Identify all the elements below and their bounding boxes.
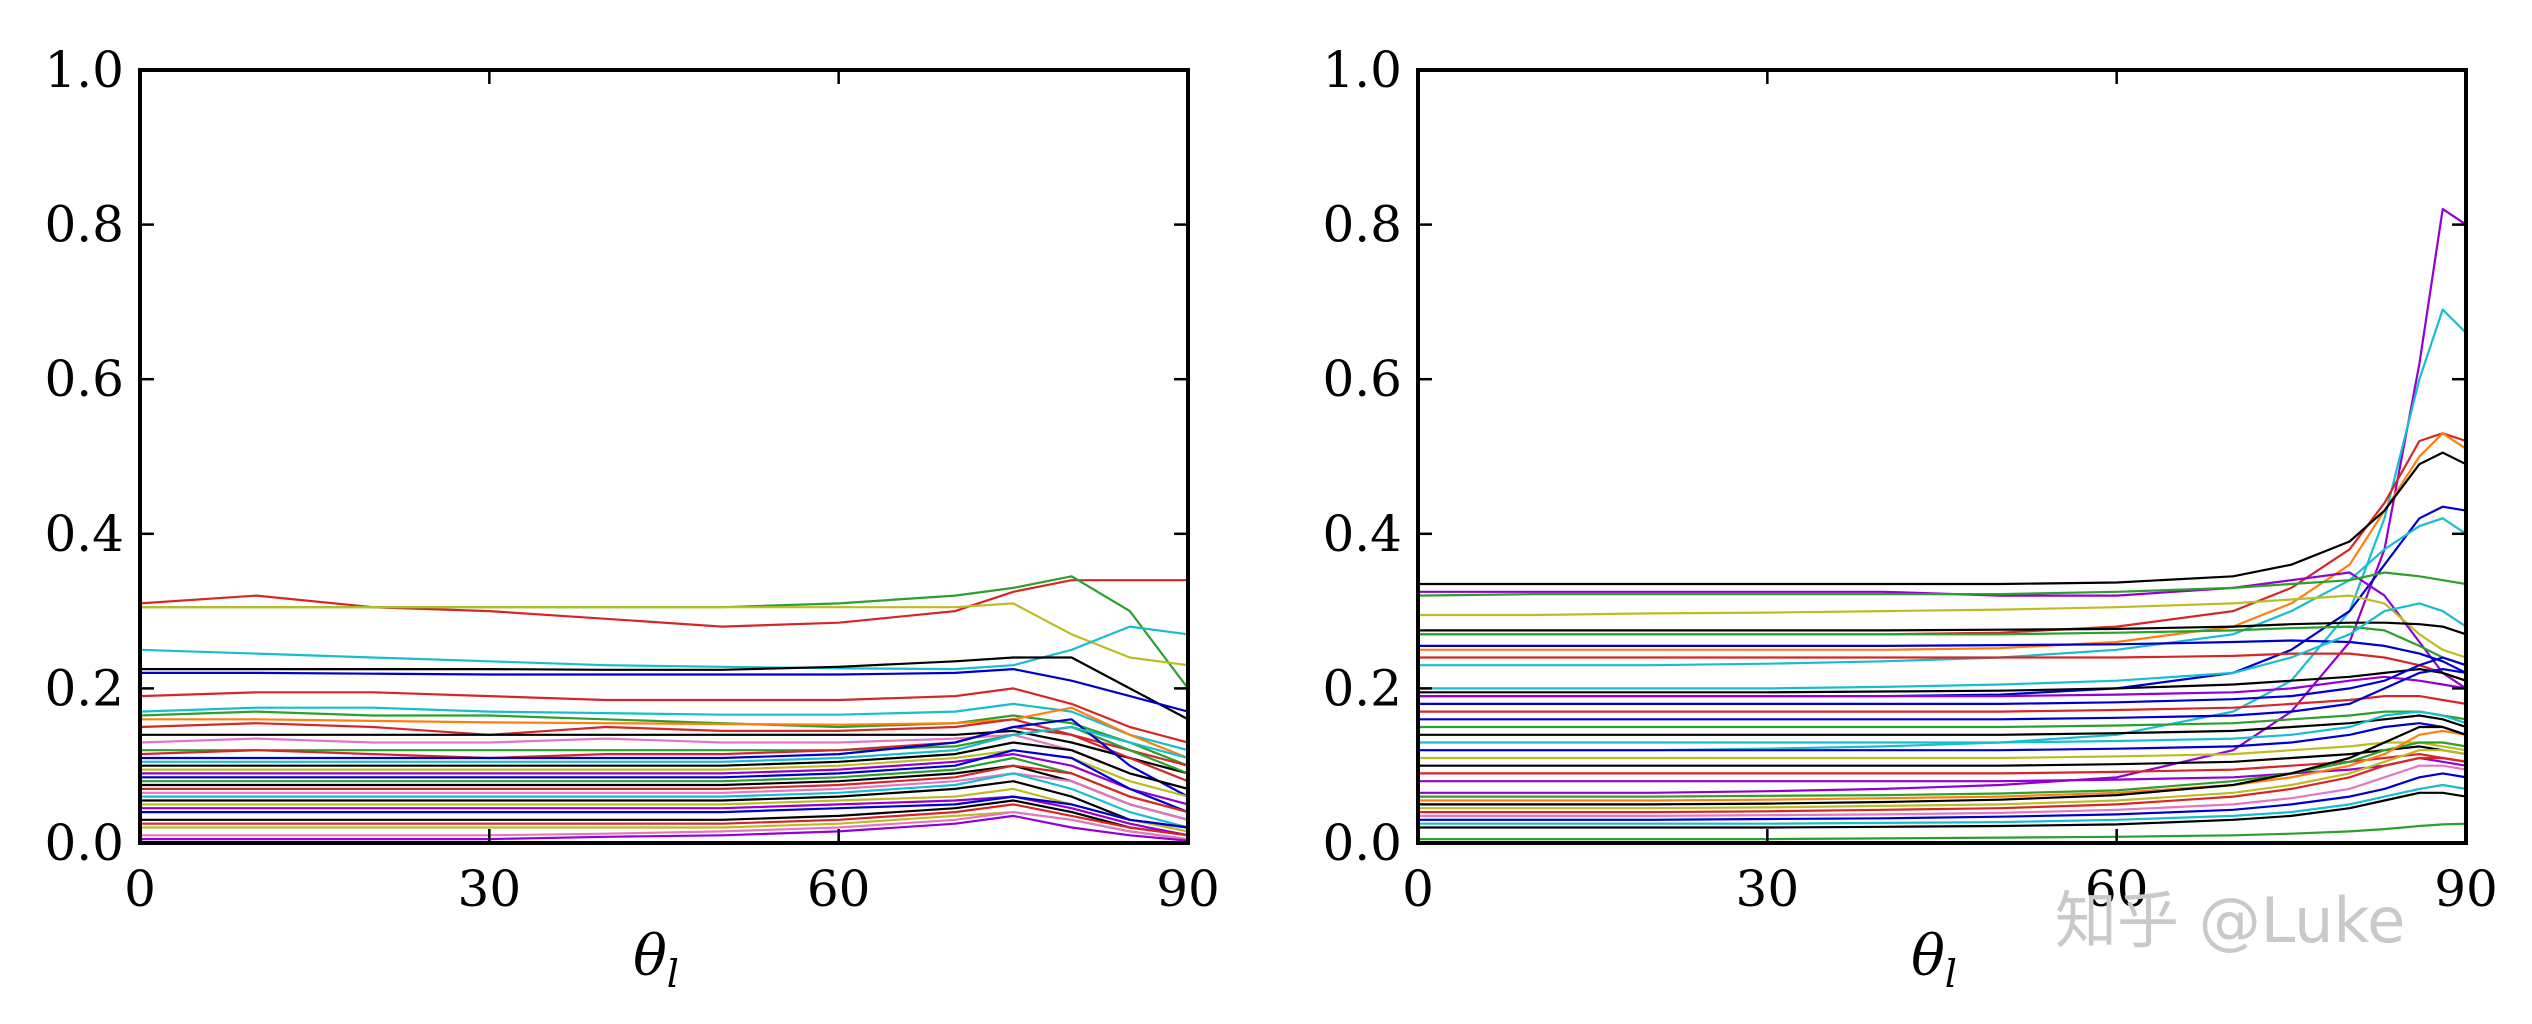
y-tick-label: 0.2 xyxy=(1322,659,1402,717)
series-line-17 xyxy=(1418,675,2466,698)
x-tick-label: 0 xyxy=(1402,860,1434,918)
series-line-19 xyxy=(140,749,1188,798)
series-line-10 xyxy=(1418,594,2466,659)
series-line-16 xyxy=(1418,667,2466,694)
x-axis-label: θl xyxy=(633,924,679,996)
x-tick-label: 0 xyxy=(124,860,156,918)
y-tick-label: 1.0 xyxy=(44,41,124,99)
series-line-23 xyxy=(1418,710,2466,744)
series-line-17 xyxy=(140,725,1188,763)
y-tick-label: 0.8 xyxy=(1322,196,1402,254)
y-tick-label: 0.0 xyxy=(44,814,124,872)
series-line-8 xyxy=(1418,571,2466,690)
series-line-37 xyxy=(1418,791,2466,829)
series-line-4 xyxy=(1418,432,2466,651)
series-line-27 xyxy=(1418,752,2466,775)
series-line-11 xyxy=(1418,621,2466,636)
series-line-8 xyxy=(140,702,1188,752)
series-line-26 xyxy=(140,772,1188,829)
series-line-38 xyxy=(1418,822,2466,841)
series-line-10 xyxy=(140,706,1188,760)
series-line-35 xyxy=(140,814,1188,842)
x-axis-label: θl xyxy=(1911,924,1957,996)
x-axis-label-symbol: θ xyxy=(633,924,667,989)
series-line-31 xyxy=(1418,725,2466,806)
series-line-31 xyxy=(140,799,1188,837)
x-tick-label: 90 xyxy=(2434,860,2498,918)
series-line-35 xyxy=(1418,772,2466,821)
y-tick-label: 0.6 xyxy=(44,350,124,408)
series-line-14 xyxy=(1418,652,2466,682)
series-line-16 xyxy=(140,718,1188,798)
series-line-27 xyxy=(140,780,1188,829)
series-line-22 xyxy=(1418,714,2466,736)
x-tick-label: 60 xyxy=(2085,860,2149,918)
x-axis-label-symbol: θ xyxy=(1911,924,1945,989)
series-line-29 xyxy=(140,795,1188,837)
series-line-4 xyxy=(140,625,1188,671)
series-line-1 xyxy=(1418,208,2466,794)
series-line-18 xyxy=(1418,656,2466,706)
right-panel: 0 30 60 90 0.0 0.2 0.4 0.6 0.8 1.0 θl xyxy=(1322,41,2497,996)
series-line-1 xyxy=(140,579,1188,628)
plot-frame xyxy=(1416,68,2468,845)
series-line-14 xyxy=(140,725,1188,775)
y-tick-label: 0.8 xyxy=(44,196,124,254)
series-group xyxy=(140,575,1188,842)
series-line-12 xyxy=(140,729,1188,775)
y-tick-label: 0.0 xyxy=(1322,814,1402,872)
series-line-25 xyxy=(140,772,1188,821)
series-line-26 xyxy=(1418,745,2466,767)
series-line-3 xyxy=(140,602,1188,667)
series-line-12 xyxy=(1418,625,2466,667)
series-line-20 xyxy=(1418,667,2466,721)
series-line-15 xyxy=(140,725,1188,783)
series-line-15 xyxy=(1418,602,2466,690)
series-line-28 xyxy=(140,787,1188,833)
series-line-11 xyxy=(140,718,1188,767)
x-axis-label-subscript: l xyxy=(667,952,679,996)
series-line-3 xyxy=(1418,432,2466,636)
series-line-6 xyxy=(140,667,1188,713)
series-line-32 xyxy=(1418,749,2466,810)
y-tick-label: 0.4 xyxy=(44,505,124,563)
x-tick-label: 90 xyxy=(1156,860,1220,918)
series-line-33 xyxy=(1418,756,2466,814)
x-axis-label-subscript: l xyxy=(1945,952,1957,996)
plot-frame xyxy=(138,68,1190,845)
series-line-7 xyxy=(140,687,1188,744)
y-tick-label: 0.6 xyxy=(1322,350,1402,408)
y-tick-label: 0.4 xyxy=(1322,505,1402,563)
series-line-19 xyxy=(1418,694,2466,713)
series-line-32 xyxy=(140,803,1188,837)
x-tick-label: 30 xyxy=(1736,860,1800,918)
series-line-5 xyxy=(140,656,1188,721)
series-line-25 xyxy=(1418,741,2466,760)
y-tick-label: 0.2 xyxy=(44,659,124,717)
series-line-24 xyxy=(140,764,1188,814)
series-line-9 xyxy=(1418,571,2466,597)
series-line-24 xyxy=(1418,722,2466,752)
x-tick-label: 30 xyxy=(458,860,522,918)
series-line-34 xyxy=(140,810,1188,841)
series-group xyxy=(1418,208,2466,841)
series-line-21 xyxy=(140,749,1188,814)
series-line-34 xyxy=(1418,764,2466,818)
series-line-18 xyxy=(140,741,1188,791)
series-line-36 xyxy=(1418,783,2466,825)
series-line-30 xyxy=(140,795,1188,829)
y-tick-label: 1.0 xyxy=(1322,41,1402,99)
watermark: 知乎 @Luke xyxy=(2055,884,2405,957)
series-line-29 xyxy=(1418,741,2466,798)
series-line-2 xyxy=(1418,308,2466,752)
series-line-20 xyxy=(140,752,1188,806)
series-line-30 xyxy=(1418,729,2466,802)
series-line-5 xyxy=(1418,451,2466,586)
x-tick-label: 60 xyxy=(807,860,871,918)
left-panel: 0 30 60 90 0.0 0.2 0.4 0.6 0.8 1.0 θl xyxy=(44,41,1219,996)
series-line-13 xyxy=(1418,639,2466,675)
